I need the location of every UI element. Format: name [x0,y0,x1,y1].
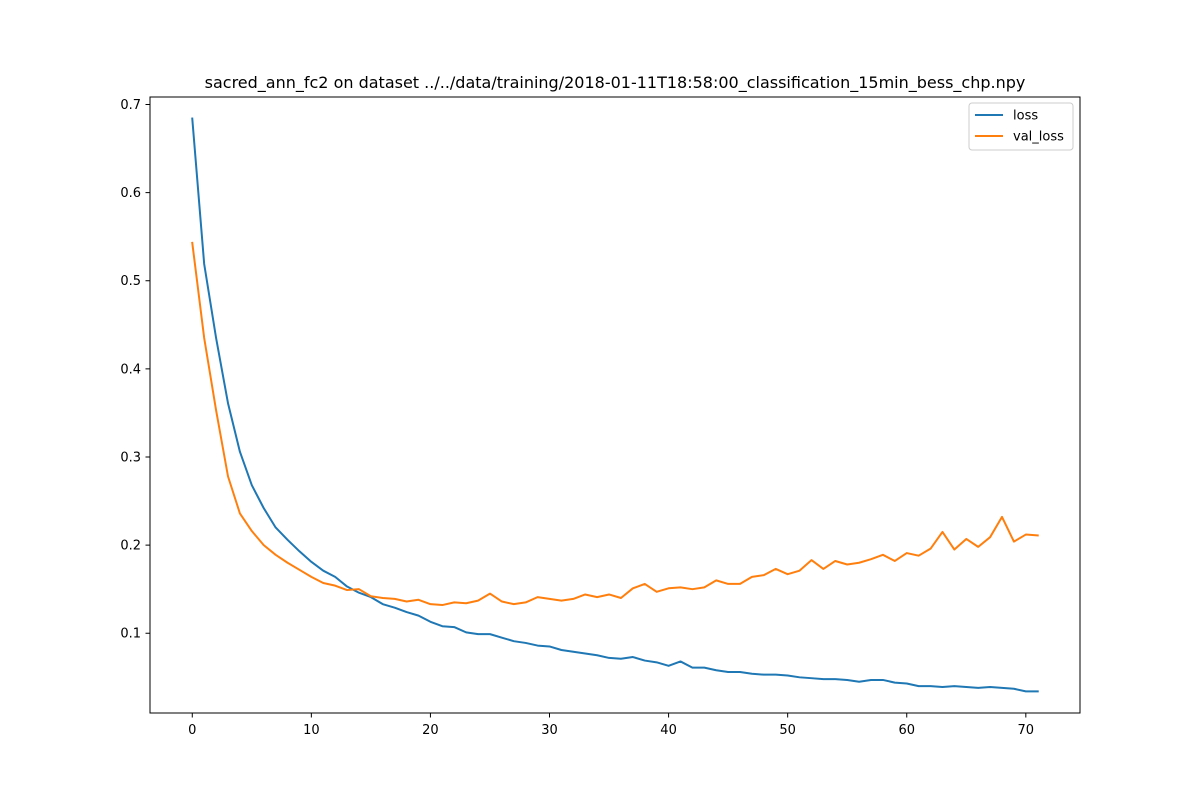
y-tick-label: 0.2 [120,539,141,554]
y-tick-label: 0.7 [120,98,141,113]
x-tick-label: 60 [898,723,915,738]
axes-frame [149,96,1081,714]
series-line-val-loss [191,241,1039,607]
y-tick-label: 0.1 [120,627,141,642]
legend: loss val_loss [968,102,1074,151]
y-tick-label: 0.6 [120,186,141,201]
chart-title: sacred_ann_fc2 on dataset ../../data/tra… [205,73,1026,93]
x-tick-label: 10 [303,723,320,738]
legend-label-val-loss: val_loss [1013,130,1064,145]
plot-area [191,117,1039,693]
x-tick-label: 20 [422,723,439,738]
series-line-loss [191,117,1039,693]
x-axis: 0 10 20 30 40 50 60 70 [188,713,1034,738]
legend-label-loss: loss [1013,109,1038,124]
y-tick-label: 0.4 [120,362,141,377]
y-tick-label: 0.5 [120,274,141,289]
x-tick-label: 0 [188,723,196,738]
y-tick-label: 0.3 [120,450,141,465]
x-tick-label: 40 [660,723,677,738]
y-axis: 0.1 0.2 0.3 0.4 0.5 0.6 0.7 [120,98,150,642]
x-tick-label: 70 [1018,723,1035,738]
x-tick-label: 30 [541,723,558,738]
x-tick-label: 50 [779,723,796,738]
